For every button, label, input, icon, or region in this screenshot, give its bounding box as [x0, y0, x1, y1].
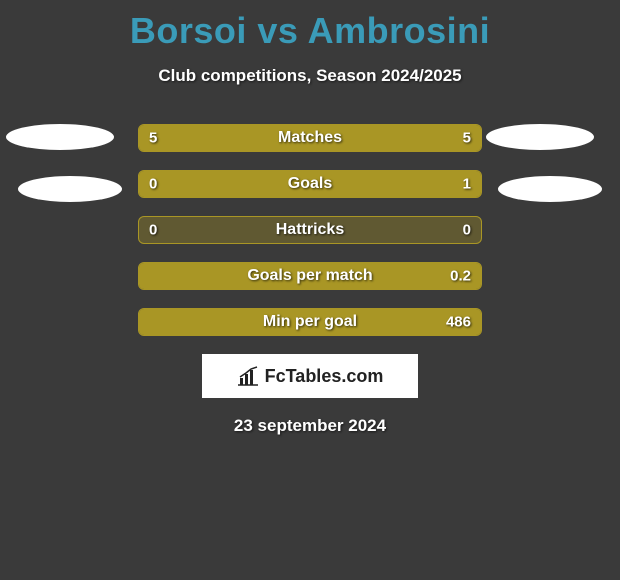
- value-left: 0: [149, 176, 157, 193]
- value-left: 5: [149, 130, 157, 147]
- stat-row: 486Min per goal: [138, 308, 482, 336]
- bar-right: [139, 309, 481, 335]
- value-right: 5: [463, 130, 471, 147]
- brand-text: FcTables.com: [265, 366, 384, 387]
- stat-row: 01Goals: [138, 170, 482, 198]
- date-text: 23 september 2024: [0, 416, 620, 436]
- value-left: 0: [149, 222, 157, 239]
- value-right: 0: [463, 222, 471, 239]
- chart-area: 55Matches01Goals00Hattricks0.2Goals per …: [0, 124, 620, 436]
- bar-left: [139, 125, 310, 151]
- subtitle: Club competitions, Season 2024/2025: [0, 66, 620, 86]
- ellipse-mid-right: [498, 176, 602, 202]
- ellipse-top-left: [6, 124, 114, 150]
- stat-row: 0 0Hattricks: [138, 216, 482, 244]
- row-label: Hattricks: [139, 221, 481, 239]
- bar-right: [201, 171, 481, 197]
- stat-row: 0.2Goals per match: [138, 262, 482, 290]
- value-right: 0.2: [450, 268, 471, 285]
- brand-box: FcTables.com: [202, 354, 418, 398]
- value-right: 1: [463, 176, 471, 193]
- value-right: 486: [446, 314, 471, 331]
- bar-right: [139, 263, 481, 289]
- ellipse-mid-left: [18, 176, 122, 202]
- stat-rows: 55Matches01Goals00Hattricks0.2Goals per …: [0, 124, 620, 336]
- bar-chart-icon: [237, 366, 259, 386]
- ellipse-top-right: [486, 124, 594, 150]
- page-title: Borsoi vs Ambrosini: [0, 0, 620, 52]
- bar-right: [310, 125, 481, 151]
- stat-row: 55Matches: [138, 124, 482, 152]
